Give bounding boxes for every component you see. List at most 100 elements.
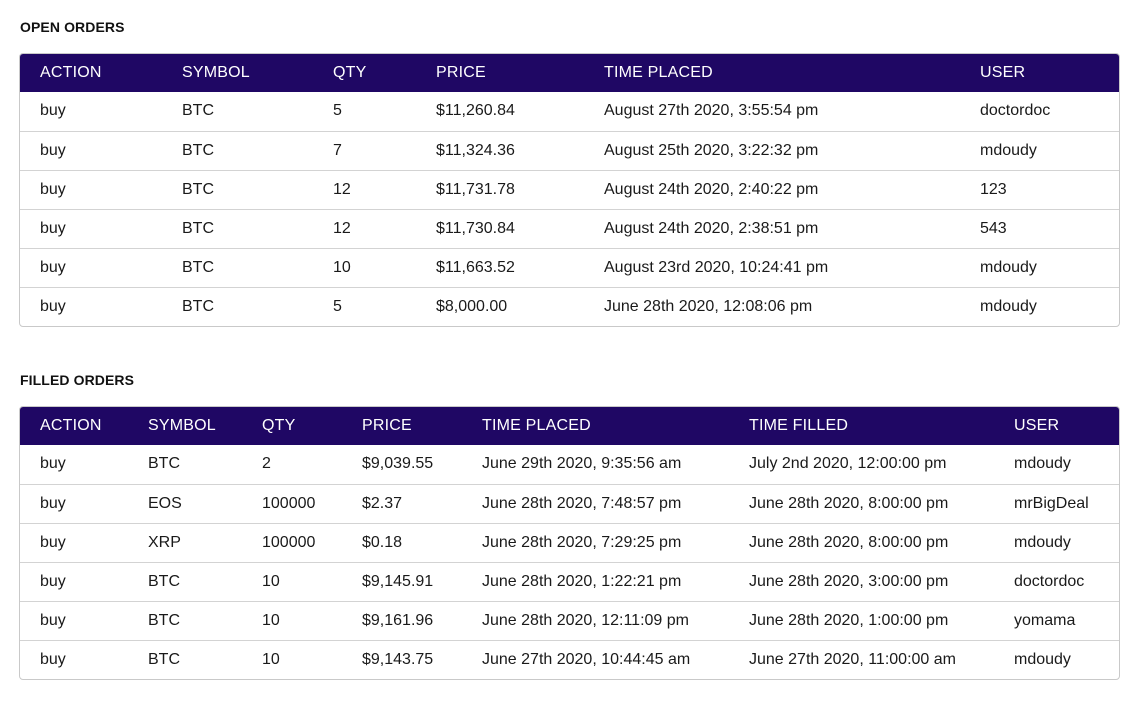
table-row: buy BTC 12 $11,730.84 August 24th 2020, … xyxy=(20,208,1119,248)
cell-user: mrBigDeal xyxy=(994,483,1119,523)
cell-qty: 10 xyxy=(242,600,342,640)
cell-symbol: BTC xyxy=(162,169,313,209)
cell-symbol: EOS xyxy=(128,483,242,523)
cell-time-filled: July 2nd 2020, 12:00:00 pm xyxy=(749,455,947,473)
cell-price: $9,161.96 xyxy=(342,600,462,640)
cell-time-placed: August 24th 2020, 2:38:51 pm xyxy=(584,208,960,248)
cell-qty: 100000 xyxy=(242,483,342,523)
cell-time-placed: June 28th 2020, 12:11:09 pm xyxy=(462,600,729,640)
cell-time-placed: June 28th 2020, 1:22:21 pm xyxy=(462,561,729,601)
table-row: buy BTC 5 $8,000.00 June 28th 2020, 12:0… xyxy=(20,286,1119,326)
cell-price: $11,324.36 xyxy=(416,130,584,170)
cell-price: $0.18 xyxy=(342,522,462,562)
cell-price: $9,039.55 xyxy=(362,455,434,473)
cell-price: $11,260.84 xyxy=(436,102,515,120)
column-header-user: USER xyxy=(1014,417,1060,434)
cell-action: buy xyxy=(20,208,162,248)
cell-user: doctordoc xyxy=(980,102,1051,120)
cell-price: $9,145.91 xyxy=(342,561,462,601)
open-orders-table: ACTION SYMBOL QTY PRICE TIME PLACED USER… xyxy=(19,53,1120,327)
cell-action: buy xyxy=(40,102,66,120)
cell-user: mdoudy xyxy=(960,130,1119,170)
cell-time-filled: June 28th 2020, 8:00:00 pm xyxy=(729,483,994,523)
cell-symbol: XRP xyxy=(128,522,242,562)
cell-action: buy xyxy=(20,247,162,287)
filled-orders-header-row: ACTION SYMBOL QTY PRICE TIME PLACED TIME… xyxy=(20,407,1119,445)
table-row: buy BTC 10 $9,143.75 June 27th 2020, 10:… xyxy=(20,639,1119,679)
table-row: buy XRP 100000 $0.18 June 28th 2020, 7:2… xyxy=(20,522,1119,562)
column-header-action: ACTION xyxy=(40,64,102,81)
column-header-action: ACTION xyxy=(40,417,102,434)
column-header-qty: QTY xyxy=(262,417,296,434)
table-row: buy BTC 10 $9,161.96 June 28th 2020, 12:… xyxy=(20,600,1119,640)
table-row: buy EOS 100000 $2.37 June 28th 2020, 7:4… xyxy=(20,483,1119,523)
cell-time-filled: June 28th 2020, 1:00:00 pm xyxy=(729,600,994,640)
table-row: buy BTC 10 $11,663.52 August 23rd 2020, … xyxy=(20,247,1119,287)
cell-time-placed: June 27th 2020, 10:44:45 am xyxy=(462,639,729,679)
cell-time-filled: June 28th 2020, 8:00:00 pm xyxy=(729,522,994,562)
table-row: buy BTC 10 $9,145.91 June 28th 2020, 1:2… xyxy=(20,561,1119,601)
cell-qty: 10 xyxy=(242,561,342,601)
cell-symbol: BTC xyxy=(162,286,313,326)
cell-symbol: BTC xyxy=(128,639,242,679)
cell-qty: 2 xyxy=(262,455,271,473)
cell-price: $11,730.84 xyxy=(416,208,584,248)
cell-symbol: BTC xyxy=(128,561,242,601)
table-row: buy BTC 5 $11,260.84 August 27th 2020, 3… xyxy=(20,92,1119,131)
cell-action: buy xyxy=(20,522,128,562)
cell-user: mdoudy xyxy=(960,247,1119,287)
cell-qty: 5 xyxy=(313,286,416,326)
cell-time-placed: August 23rd 2020, 10:24:41 pm xyxy=(584,247,960,287)
column-header-price: PRICE xyxy=(362,417,412,434)
cell-time-filled: June 27th 2020, 11:00:00 am xyxy=(729,639,994,679)
filled-orders-table: ACTION SYMBOL QTY PRICE TIME PLACED TIME… xyxy=(19,406,1120,680)
cell-symbol: BTC xyxy=(162,208,313,248)
cell-action: buy xyxy=(40,455,66,473)
column-header-time-placed: TIME PLACED xyxy=(482,417,591,434)
table-row: buy BTC 12 $11,731.78 August 24th 2020, … xyxy=(20,169,1119,209)
cell-qty: 5 xyxy=(333,102,342,120)
cell-time-placed: June 28th 2020, 7:48:57 pm xyxy=(462,483,729,523)
cell-symbol: BTC xyxy=(182,102,214,120)
cell-time-placed: June 29th 2020, 9:35:56 am xyxy=(482,455,682,473)
cell-time-filled: June 28th 2020, 3:00:00 pm xyxy=(729,561,994,601)
cell-user: mdoudy xyxy=(994,639,1119,679)
cell-qty: 12 xyxy=(313,208,416,248)
cell-symbol: BTC xyxy=(162,130,313,170)
cell-user: mdoudy xyxy=(1014,455,1071,473)
column-header-time-placed: TIME PLACED xyxy=(604,64,713,81)
column-header-qty: QTY xyxy=(333,64,367,81)
cell-action: buy xyxy=(20,639,128,679)
cell-price: $11,731.78 xyxy=(416,169,584,209)
cell-time-placed: August 25th 2020, 3:22:32 pm xyxy=(584,130,960,170)
cell-price: $8,000.00 xyxy=(416,286,584,326)
open-orders-title: OPEN ORDERS xyxy=(20,19,125,35)
cell-action: buy xyxy=(20,561,128,601)
cell-qty: 10 xyxy=(313,247,416,287)
column-header-price: PRICE xyxy=(436,64,486,81)
cell-time-placed: August 24th 2020, 2:40:22 pm xyxy=(584,169,960,209)
cell-user: doctordoc xyxy=(994,561,1119,601)
cell-time-placed: June 28th 2020, 7:29:25 pm xyxy=(462,522,729,562)
cell-qty: 7 xyxy=(313,130,416,170)
cell-symbol: BTC xyxy=(148,455,180,473)
column-header-symbol: SYMBOL xyxy=(182,64,250,81)
table-row: buy BTC 2 $9,039.55 June 29th 2020, 9:35… xyxy=(20,445,1119,484)
cell-symbol: BTC xyxy=(128,600,242,640)
column-header-time-filled: TIME FILLED xyxy=(749,417,849,434)
cell-user: mdoudy xyxy=(994,522,1119,562)
cell-action: buy xyxy=(20,169,162,209)
cell-time-placed: August 27th 2020, 3:55:54 pm xyxy=(604,102,819,120)
cell-qty: 10 xyxy=(242,639,342,679)
cell-user: 543 xyxy=(960,208,1119,248)
cell-price: $9,143.75 xyxy=(342,639,462,679)
cell-user: 123 xyxy=(960,169,1119,209)
cell-price: $2.37 xyxy=(342,483,462,523)
open-orders-header-row: ACTION SYMBOL QTY PRICE TIME PLACED USER xyxy=(20,54,1119,92)
cell-user: yomama xyxy=(994,600,1119,640)
cell-qty: 100000 xyxy=(242,522,342,562)
cell-price: $11,663.52 xyxy=(416,247,584,287)
table-row: buy BTC 7 $11,324.36 August 25th 2020, 3… xyxy=(20,130,1119,170)
cell-action: buy xyxy=(20,286,162,326)
cell-action: buy xyxy=(20,483,128,523)
